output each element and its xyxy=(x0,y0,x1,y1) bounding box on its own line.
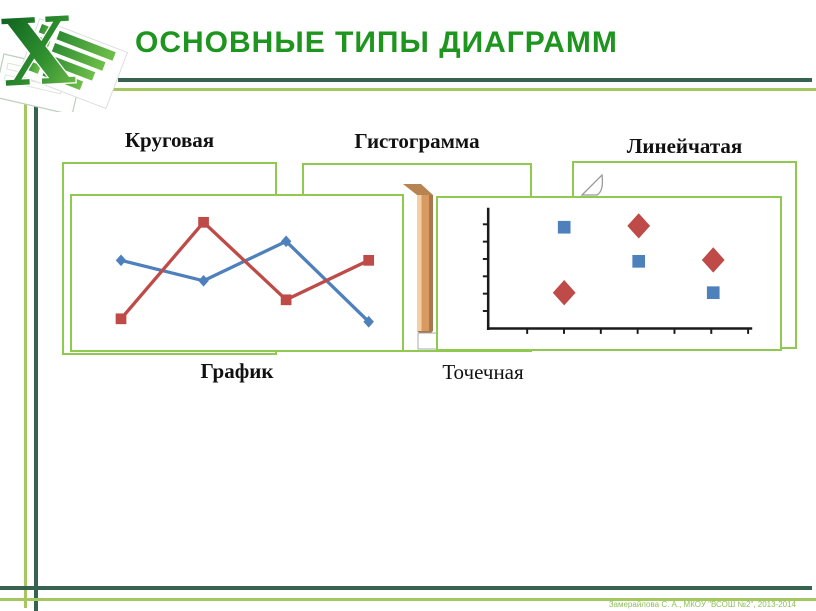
left-olive-rule xyxy=(24,88,27,608)
logo-x-letter: X xyxy=(0,0,77,108)
excel-logo-icon: X xyxy=(0,0,128,112)
3d-column-icon xyxy=(403,184,438,350)
page-title: ОСНОВНЫЕ ТИПЫ ДИАГРАММ xyxy=(135,26,618,59)
scatter-chart-thumbnail xyxy=(482,207,753,334)
scatter-chart-placeholder xyxy=(436,196,782,351)
line-chart-placeholder xyxy=(70,194,404,352)
top-olive-rule xyxy=(24,88,816,91)
label-line: График xyxy=(200,359,274,383)
logo-data-sheet xyxy=(17,18,128,110)
label-pie: Круговая xyxy=(124,128,215,152)
top-dark-rule xyxy=(118,78,812,82)
sail-slice-icon xyxy=(580,173,604,196)
label-scatter: Точечная xyxy=(442,360,524,384)
bottom-olive-rule xyxy=(0,598,816,601)
label-histogram: Гистограмма xyxy=(354,129,480,153)
line-chart-thumbnail xyxy=(115,216,375,328)
label-bar: Линейчатая xyxy=(626,134,743,158)
left-dark-rule xyxy=(34,101,38,611)
bottom-dark-rule xyxy=(0,586,812,590)
footer-credit: Замерайлова С. А., МКОУ "ВСОШ №2", 2013-… xyxy=(608,600,796,609)
